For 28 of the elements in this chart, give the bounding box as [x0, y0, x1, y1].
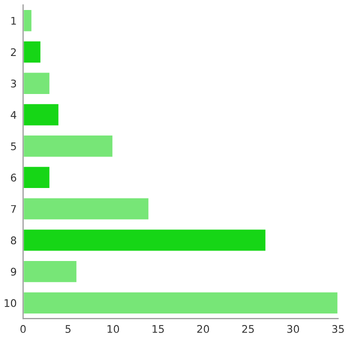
x-tick-label: 30	[287, 325, 300, 333]
bar	[23, 228, 267, 252]
bar	[23, 40, 42, 64]
x-tick-label: 0	[20, 325, 26, 333]
x-tick-label: 20	[197, 325, 210, 333]
bar	[23, 290, 338, 315]
y-tick-label: 8	[10, 236, 16, 244]
bar	[23, 260, 78, 284]
y-tick-label: 4	[10, 111, 16, 119]
y-tick-label: 3	[11, 80, 16, 88]
x-tick-label: 35	[332, 325, 344, 333]
y-tick-label: 5	[11, 142, 16, 150]
y-tick-label: 7	[11, 205, 16, 213]
y-tick-label: 6	[10, 174, 16, 182]
x-tick-label: 15	[152, 325, 164, 333]
bar	[23, 134, 114, 158]
y-tick-label: 9	[10, 268, 16, 276]
x-tick-label: 5	[66, 325, 71, 333]
bar	[23, 165, 51, 190]
y-tick-label: 2	[10, 48, 16, 56]
y-tick-label: 1	[11, 17, 16, 25]
x-tick-label: 25	[242, 325, 254, 333]
bar	[23, 8, 33, 33]
y-tick-label: 10	[4, 299, 16, 308]
bar	[23, 71, 51, 96]
bar	[23, 196, 150, 221]
x-tick-label: 10	[108, 325, 120, 333]
bar	[23, 102, 60, 127]
